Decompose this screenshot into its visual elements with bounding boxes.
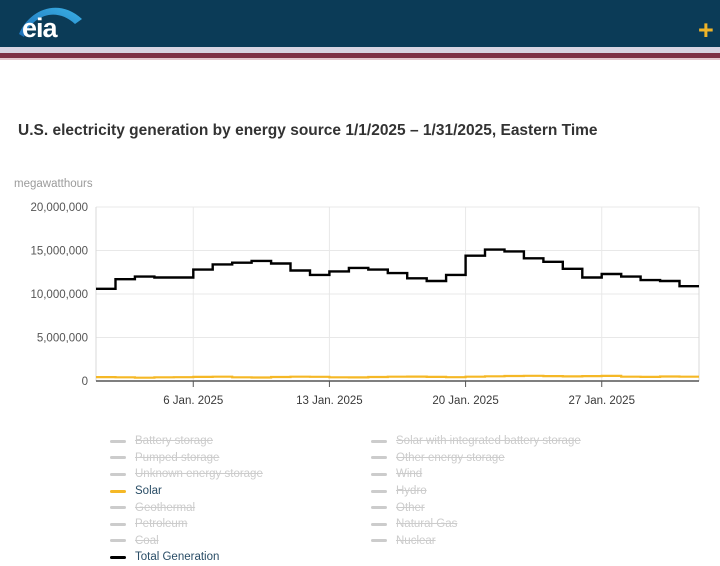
- site-header: eia +: [0, 0, 720, 47]
- legend-label: Battery storage: [135, 435, 213, 448]
- legend-column-right: Solar with integrated battery storage Oth…: [371, 433, 581, 549]
- x-axis-tick-label: 27 Jan. 2025: [568, 395, 635, 407]
- legend-item-natural-gas[interactable]: Natural Gas: [371, 516, 581, 533]
- legend-item-petroleum[interactable]: Petroleum: [110, 516, 263, 533]
- legend-item-solar[interactable]: Solar: [110, 483, 263, 500]
- legend-label: Coal: [135, 534, 159, 547]
- legend-item-coal[interactable]: Coal: [110, 533, 263, 550]
- x-axis-tick-label: 13 Jan. 2025: [296, 395, 363, 407]
- legend-marker-icon: [371, 489, 387, 493]
- legend-column-left: Battery storage Pumped storage Unknown ene…: [110, 433, 263, 566]
- legend-label: Natural Gas: [396, 518, 458, 531]
- series-line-total-generation[interactable]: [96, 248, 699, 290]
- legend-item-solar-with-integrated-battery-storage[interactable]: Solar with integrated battery storage: [371, 433, 581, 450]
- y-axis-tick-label: 10,000,000: [30, 289, 88, 301]
- eia-logo-swoosh-icon: [19, 7, 82, 37]
- legend-label: Total Generation: [135, 551, 220, 564]
- y-axis-tick-label: 20,000,000: [30, 202, 88, 214]
- legend-label: Solar: [135, 485, 162, 498]
- legend-marker-icon: [110, 522, 126, 526]
- legend-label: Other energy storage: [396, 451, 505, 464]
- legend-label: Unknown energy storage: [135, 468, 263, 481]
- legend-item-nuclear[interactable]: Nuclear: [371, 533, 581, 550]
- legend-marker-icon: [371, 472, 387, 476]
- legend-label: Other: [396, 501, 425, 514]
- x-axis-tick-label: 20 Jan. 2025: [432, 395, 499, 407]
- header-divider-stripe-bottom: [0, 58, 720, 60]
- legend-marker-icon: [110, 489, 126, 493]
- legend-marker-icon: [110, 439, 126, 443]
- legend-item-hydro[interactable]: Hydro: [371, 483, 581, 500]
- legend-item-geothermal[interactable]: Geothermal: [110, 499, 263, 516]
- legend-marker-icon: [110, 472, 126, 476]
- legend-label: Wind: [396, 468, 423, 481]
- legend-label: Pumped storage: [135, 451, 220, 464]
- generation-chart[interactable]: 0 5,000,000 10,000,000 15,000,000 20,000,000…: [0, 195, 720, 425]
- legend-label: Geothermal: [135, 501, 196, 514]
- y-axis-tick-label: 5,000,000: [37, 333, 88, 345]
- chart-title: U.S. electricity generation by energy so…: [18, 122, 598, 139]
- y-axis-tick-label: 0: [82, 376, 88, 388]
- legend-marker-icon: [110, 506, 126, 510]
- y-axis-tick-label: 15,000,000: [30, 246, 88, 258]
- eia-logo[interactable]: eia: [16, 2, 86, 46]
- legend-marker-icon: [110, 539, 126, 543]
- legend-item-other[interactable]: Other: [371, 499, 581, 516]
- legend-item-pumped-storage[interactable]: Pumped storage: [110, 450, 263, 467]
- series-line-solar[interactable]: [96, 374, 699, 379]
- legend-marker-icon: [110, 555, 126, 559]
- legend-item-total-generation[interactable]: Total Generation: [110, 549, 263, 566]
- legend-marker-icon: [371, 506, 387, 510]
- header-divider-stripe-maroon: [0, 53, 720, 58]
- legend-item-unknown-energy-storage[interactable]: Unknown energy storage: [110, 466, 263, 483]
- legend-marker-icon: [110, 456, 126, 460]
- header-divider-stripe-top: [0, 47, 720, 53]
- x-axis-tick-label: 6 Jan. 2025: [163, 395, 223, 407]
- y-axis-unit-label: megawatthours: [14, 178, 93, 190]
- legend-marker-icon: [371, 522, 387, 526]
- legend-marker-icon: [371, 539, 387, 543]
- legend-marker-icon: [371, 439, 387, 443]
- legend-item-other-energy-storage[interactable]: Other energy storage: [371, 450, 581, 467]
- legend-item-wind[interactable]: Wind: [371, 466, 581, 483]
- legend-marker-icon: [371, 456, 387, 460]
- chart-legend: Battery storage Pumped storage Unknown ene…: [0, 433, 720, 563]
- eia-logo-text: eia: [22, 13, 58, 43]
- header-plus-button[interactable]: +: [698, 15, 714, 45]
- legend-label: Petroleum: [135, 518, 188, 531]
- legend-label: Hydro: [396, 485, 427, 498]
- legend-label: Solar with integrated battery storage: [396, 435, 581, 448]
- legend-item-battery-storage[interactable]: Battery storage: [110, 433, 263, 450]
- legend-label: Nuclear: [396, 534, 436, 547]
